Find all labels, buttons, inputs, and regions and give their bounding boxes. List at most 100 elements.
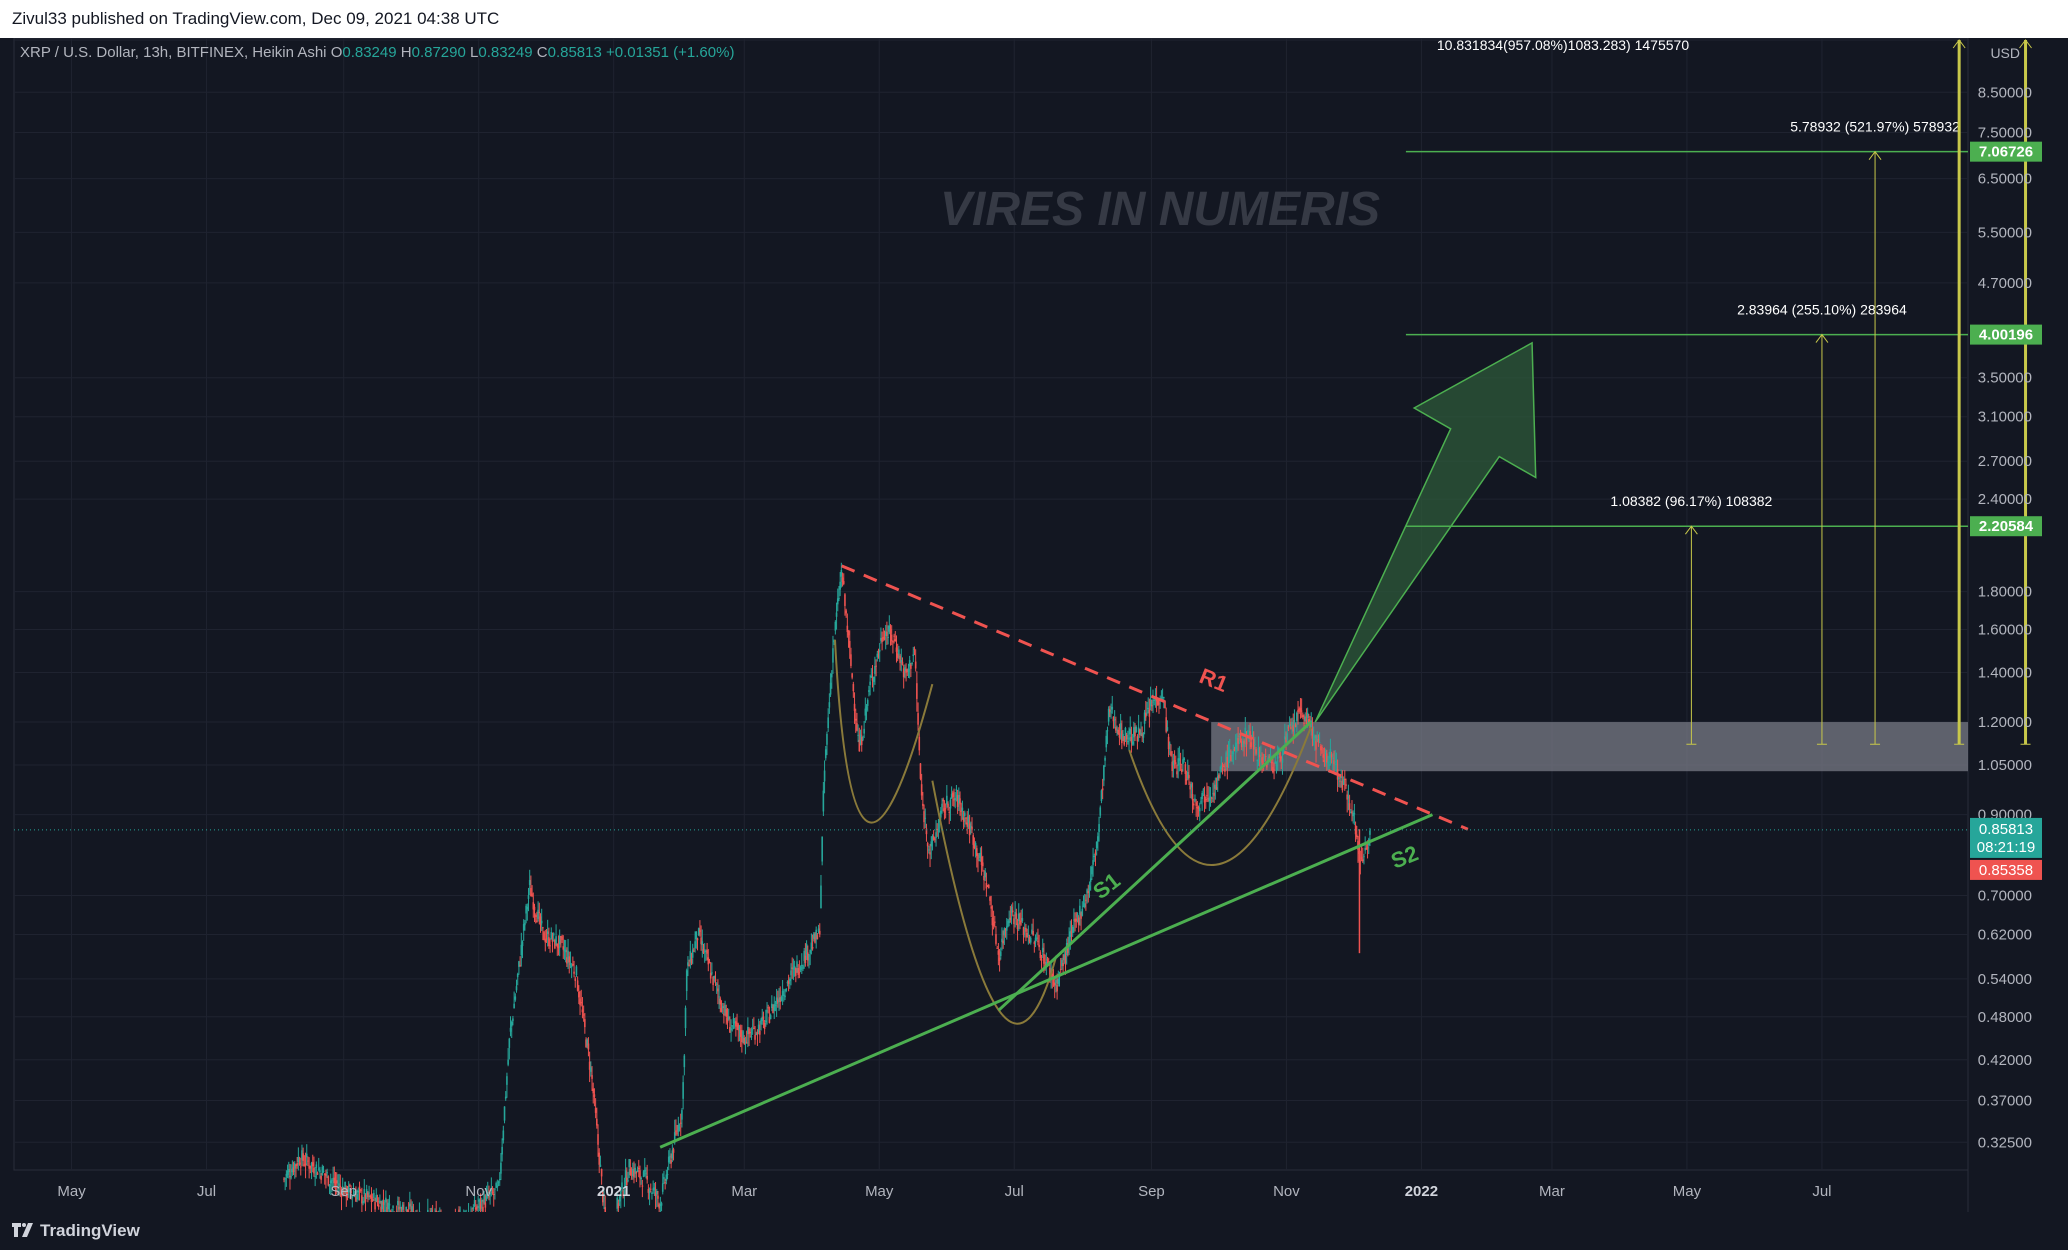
candle-body	[515, 986, 518, 991]
candle-body	[1345, 784, 1347, 786]
candle-body	[804, 955, 807, 963]
candle-body	[1055, 979, 1057, 984]
price-tick-label: 6.50000	[1978, 171, 2032, 188]
candle-body	[546, 931, 549, 934]
time-tick-label: Nov	[465, 1183, 492, 1200]
candle-body	[1105, 735, 1108, 748]
candle-body	[359, 1189, 362, 1191]
candle-body	[800, 965, 803, 967]
candle-body	[602, 1190, 604, 1203]
candle-body	[1049, 967, 1051, 977]
candle-body	[1268, 756, 1271, 758]
tradingview-logo-icon[interactable]	[12, 1221, 34, 1239]
candle-body	[889, 628, 892, 634]
candle-body	[868, 690, 870, 693]
candle-body	[1177, 758, 1179, 766]
candle-body	[629, 1169, 632, 1176]
candle-body	[884, 631, 887, 637]
candle-body	[839, 581, 841, 590]
candle-body	[314, 1176, 316, 1178]
candle-body	[332, 1178, 334, 1180]
candle-body	[1035, 937, 1038, 939]
candle-body	[714, 979, 717, 981]
candle-body	[691, 949, 694, 958]
candle-body	[705, 950, 707, 952]
candle-body	[1020, 920, 1022, 922]
candle-body	[808, 955, 810, 957]
candle-body	[859, 734, 862, 745]
measure-arrowhead-4	[1952, 39, 1966, 49]
candle-body	[558, 935, 561, 945]
candle-body	[828, 702, 831, 708]
price-tick-label: 8.50000	[1978, 84, 2032, 101]
candle-body	[974, 843, 977, 846]
candle-body	[1076, 913, 1079, 918]
candle-body	[1275, 765, 1278, 767]
candle-body	[352, 1194, 355, 1196]
time-tick-label: May	[865, 1183, 894, 1200]
candle-body	[834, 621, 837, 631]
candle-body	[1232, 750, 1235, 755]
candle-body	[844, 594, 846, 606]
candle-body	[405, 1206, 408, 1211]
candle-body	[1355, 834, 1358, 838]
candle-body	[1064, 956, 1067, 964]
candle-body	[1203, 794, 1206, 803]
candle-body	[775, 997, 778, 1004]
candle-body	[381, 1200, 384, 1210]
candle-body	[1248, 730, 1250, 732]
candle-body	[1008, 920, 1010, 924]
measure-arrowhead-3	[1868, 150, 1882, 160]
candle-body	[290, 1176, 292, 1178]
candle-body	[1286, 733, 1289, 740]
candle-body	[303, 1164, 306, 1166]
candle-body	[1359, 860, 1362, 862]
candle-body	[964, 812, 966, 817]
candle-body	[1119, 723, 1122, 730]
candle-body	[1088, 885, 1091, 891]
time-tick-label: Mar	[731, 1183, 757, 1200]
candle-body	[654, 1192, 657, 1197]
candle-body	[295, 1165, 297, 1167]
candle-body	[1224, 768, 1226, 772]
candle-body	[717, 988, 719, 992]
candle-body	[1270, 762, 1273, 764]
candle-body	[1094, 852, 1097, 855]
candle-body	[479, 1201, 482, 1209]
candle-body	[590, 1067, 592, 1072]
price-tick-label: 0.54000	[1978, 971, 2032, 988]
candle-body	[594, 1107, 597, 1113]
candle-body	[840, 569, 843, 577]
candle-body	[598, 1152, 601, 1165]
candle-body	[732, 1018, 735, 1024]
candle-body	[1245, 737, 1248, 745]
candle-body	[596, 1118, 598, 1126]
candle-body	[1207, 798, 1209, 800]
candle-body	[411, 1206, 414, 1212]
candle-body	[792, 967, 795, 970]
candle-body	[763, 1022, 766, 1029]
candle-body	[1318, 742, 1321, 744]
candle-body	[649, 1188, 652, 1190]
candle-body	[592, 1088, 595, 1094]
candle-body	[1038, 944, 1040, 948]
candle-body	[1255, 749, 1257, 754]
candle-body	[743, 1037, 746, 1045]
candle-body	[486, 1191, 489, 1194]
candle-body	[430, 1210, 433, 1212]
candle-body	[999, 951, 1002, 957]
time-tick-label: Jul	[1005, 1183, 1024, 1200]
candle-body	[1019, 920, 1021, 925]
candle-body	[753, 1027, 755, 1029]
candle-body	[878, 649, 881, 652]
candle-body	[900, 659, 903, 663]
candle-body	[1326, 753, 1328, 763]
candle-body	[850, 654, 852, 666]
candle-body	[832, 648, 834, 663]
footer-brand[interactable]: TradingView	[40, 1221, 140, 1240]
candle-body	[736, 1022, 738, 1025]
candle-body	[1116, 729, 1118, 731]
candle-body	[1314, 735, 1316, 739]
candle-body	[593, 1094, 596, 1097]
